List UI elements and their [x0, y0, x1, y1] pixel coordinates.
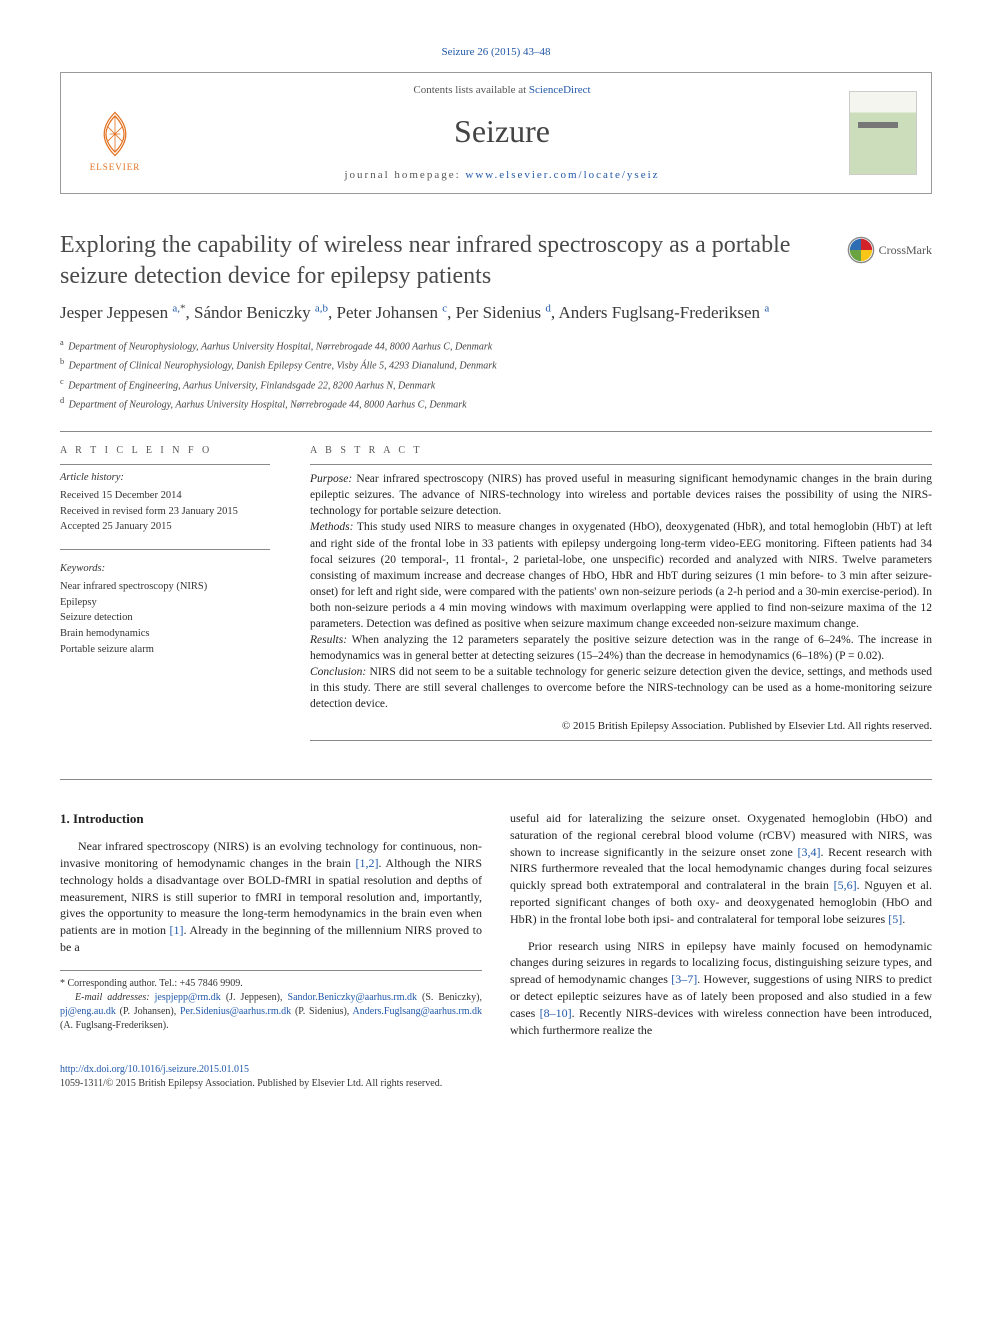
email-addresses: E-mail addresses: jespjepp@rm.dk (J. Jep… — [60, 991, 482, 1033]
history-line: Accepted 25 January 2015 — [60, 519, 270, 535]
footer: http://dx.doi.org/10.1016/j.seizure.2015… — [60, 1063, 932, 1091]
citation-link[interactable]: [3,4] — [798, 845, 821, 859]
abstract-copyright: © 2015 British Epilepsy Association. Pub… — [310, 719, 932, 734]
history-line: Received 15 December 2014 — [60, 488, 270, 504]
affiliation-line: c Department of Engineering, Aarhus Univ… — [60, 375, 932, 394]
keyword: Portable seizure alarm — [60, 642, 270, 658]
keyword: Seizure detection — [60, 610, 270, 626]
contents-available: Contents lists available at ScienceDirec… — [155, 83, 849, 98]
affiliation-line: a Department of Neurophysiology, Aarhus … — [60, 336, 932, 355]
history-line: Received in revised form 23 January 2015 — [60, 504, 270, 520]
email-link[interactable]: Per.Sidenius@aarhus.rm.dk — [180, 1006, 291, 1017]
body-paragraph: Near infrared spectroscopy (NIRS) is an … — [60, 838, 482, 956]
history-label: Article history: — [60, 471, 270, 486]
elsevier-wordmark: ELSEVIER — [90, 161, 141, 174]
citation-link[interactable]: [8–10] — [540, 1006, 572, 1020]
citation-link[interactable]: [5,6] — [834, 878, 857, 892]
email-link[interactable]: pj@eng.au.dk — [60, 1006, 116, 1017]
keyword: Brain hemodynamics — [60, 626, 270, 642]
doi-link[interactable]: http://dx.doi.org/10.1016/j.seizure.2015… — [60, 1064, 249, 1075]
body-paragraph: Prior research using NIRS in epilepsy ha… — [510, 938, 932, 1039]
affiliation-line: b Department of Clinical Neurophysiology… — [60, 355, 932, 374]
body-paragraph: useful aid for lateralizing the seizure … — [510, 810, 932, 928]
crossmark-label: CrossMark — [879, 242, 932, 259]
divider — [60, 431, 932, 432]
email-link[interactable]: Anders.Fuglsang@aarhus.rm.dk — [353, 1006, 482, 1017]
intro-heading: 1. Introduction — [60, 810, 482, 828]
abstract-purpose: Purpose: Near infrared spectroscopy (NIR… — [310, 471, 932, 519]
email-link[interactable]: jespjepp@rm.dk — [155, 992, 221, 1003]
tree-icon — [88, 107, 142, 161]
crossmark-icon — [847, 236, 875, 264]
section-divider — [60, 779, 932, 780]
journal-name: Seizure — [155, 109, 849, 154]
affiliations: a Department of Neurophysiology, Aarhus … — [60, 336, 932, 413]
divider — [60, 549, 270, 550]
crossmark-badge[interactable]: CrossMark — [847, 236, 932, 264]
abstract-results: Results: When analyzing the 12 parameter… — [310, 632, 932, 664]
body-text: 1. Introduction Near infrared spectrosco… — [60, 810, 932, 1041]
journal-homepage-link[interactable]: www.elsevier.com/locate/yseiz — [465, 169, 659, 181]
citation-link[interactable]: [1,2] — [355, 856, 378, 870]
corresponding-author: * Corresponding author. Tel.: +45 7846 9… — [60, 977, 482, 991]
affiliation-line: d Department of Neurology, Aarhus Univer… — [60, 394, 932, 413]
journal-header: ELSEVIER Contents lists available at Sci… — [60, 72, 932, 194]
author-list: Jesper Jeppesen a,*, Sándor Beniczky a,b… — [60, 300, 932, 326]
abstract-methods: Methods: This study used NIRS to measure… — [310, 519, 932, 632]
footnotes: * Corresponding author. Tel.: +45 7846 9… — [60, 970, 482, 1033]
citation-link[interactable]: [5] — [888, 912, 902, 926]
citation-link[interactable]: [3–7] — [671, 972, 697, 986]
running-citation: Seizure 26 (2015) 43–48 — [60, 45, 932, 60]
issn-copyright: 1059-1311/© 2015 British Epilepsy Associ… — [60, 1078, 442, 1089]
journal-homepage: journal homepage: www.elsevier.com/locat… — [155, 168, 849, 183]
keyword: Epilepsy — [60, 595, 270, 611]
divider — [310, 740, 932, 741]
citation-link[interactable]: [1] — [170, 923, 184, 937]
journal-cover-thumbnail — [849, 91, 917, 175]
keywords-label: Keywords: — [60, 562, 270, 577]
keyword: Near infrared spectroscopy (NIRS) — [60, 579, 270, 595]
sciencedirect-link[interactable]: ScienceDirect — [529, 84, 591, 96]
article-title: Exploring the capability of wireless nea… — [60, 230, 827, 292]
abstract-conclusion: Conclusion: NIRS did not seem to be a su… — [310, 664, 932, 712]
abstract-heading: A B S T R A C T — [310, 444, 932, 465]
email-link[interactable]: Sandor.Beniczky@aarhus.rm.dk — [288, 992, 417, 1003]
article-info-heading: A R T I C L E I N F O — [60, 444, 270, 465]
elsevier-logo: ELSEVIER — [75, 93, 155, 173]
